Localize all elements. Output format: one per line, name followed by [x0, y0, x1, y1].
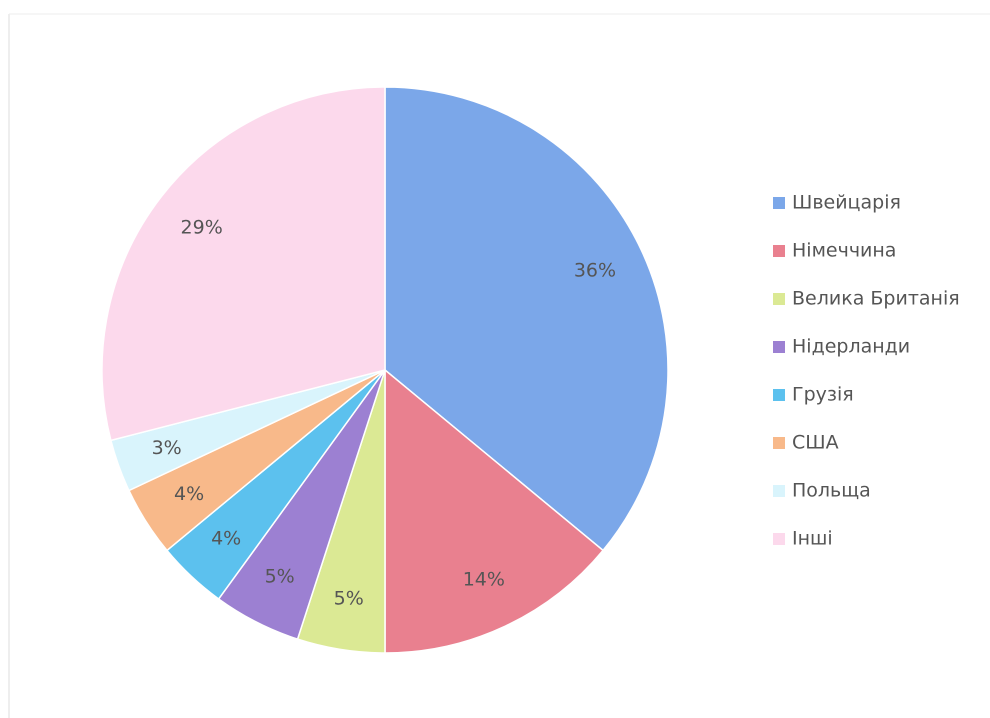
legend-label: США: [792, 432, 839, 454]
legend-label: Нідерланди: [792, 336, 910, 358]
data-label: 29%: [181, 216, 223, 238]
data-label: 36%: [574, 260, 616, 282]
legend-swatch: [773, 197, 785, 209]
legend-label: Польща: [792, 480, 871, 502]
legend-swatch: [773, 245, 785, 257]
legend-label: Швейцарія: [792, 192, 901, 214]
data-label: 5%: [334, 588, 364, 610]
legend-label: Інші: [792, 528, 833, 550]
legend-swatch: [773, 533, 785, 545]
legend-label: Грузія: [792, 384, 854, 406]
pie-slice: [384, 86, 669, 552]
data-label: 3%: [152, 437, 182, 459]
legend-swatch: [773, 437, 785, 449]
legend-label: Німеччина: [792, 240, 896, 262]
legend-swatch: [773, 341, 785, 353]
pie-slice: [384, 368, 605, 654]
legend-swatch: [773, 293, 785, 305]
legend-swatch: [773, 485, 785, 497]
legend-label: Велика Британія: [792, 288, 960, 310]
legend-swatch: [773, 389, 785, 401]
pie-slice: [101, 86, 386, 442]
data-label: 4%: [211, 528, 241, 550]
data-label: 14%: [463, 568, 505, 590]
data-label: 4%: [174, 483, 204, 505]
data-label: 5%: [265, 565, 295, 587]
